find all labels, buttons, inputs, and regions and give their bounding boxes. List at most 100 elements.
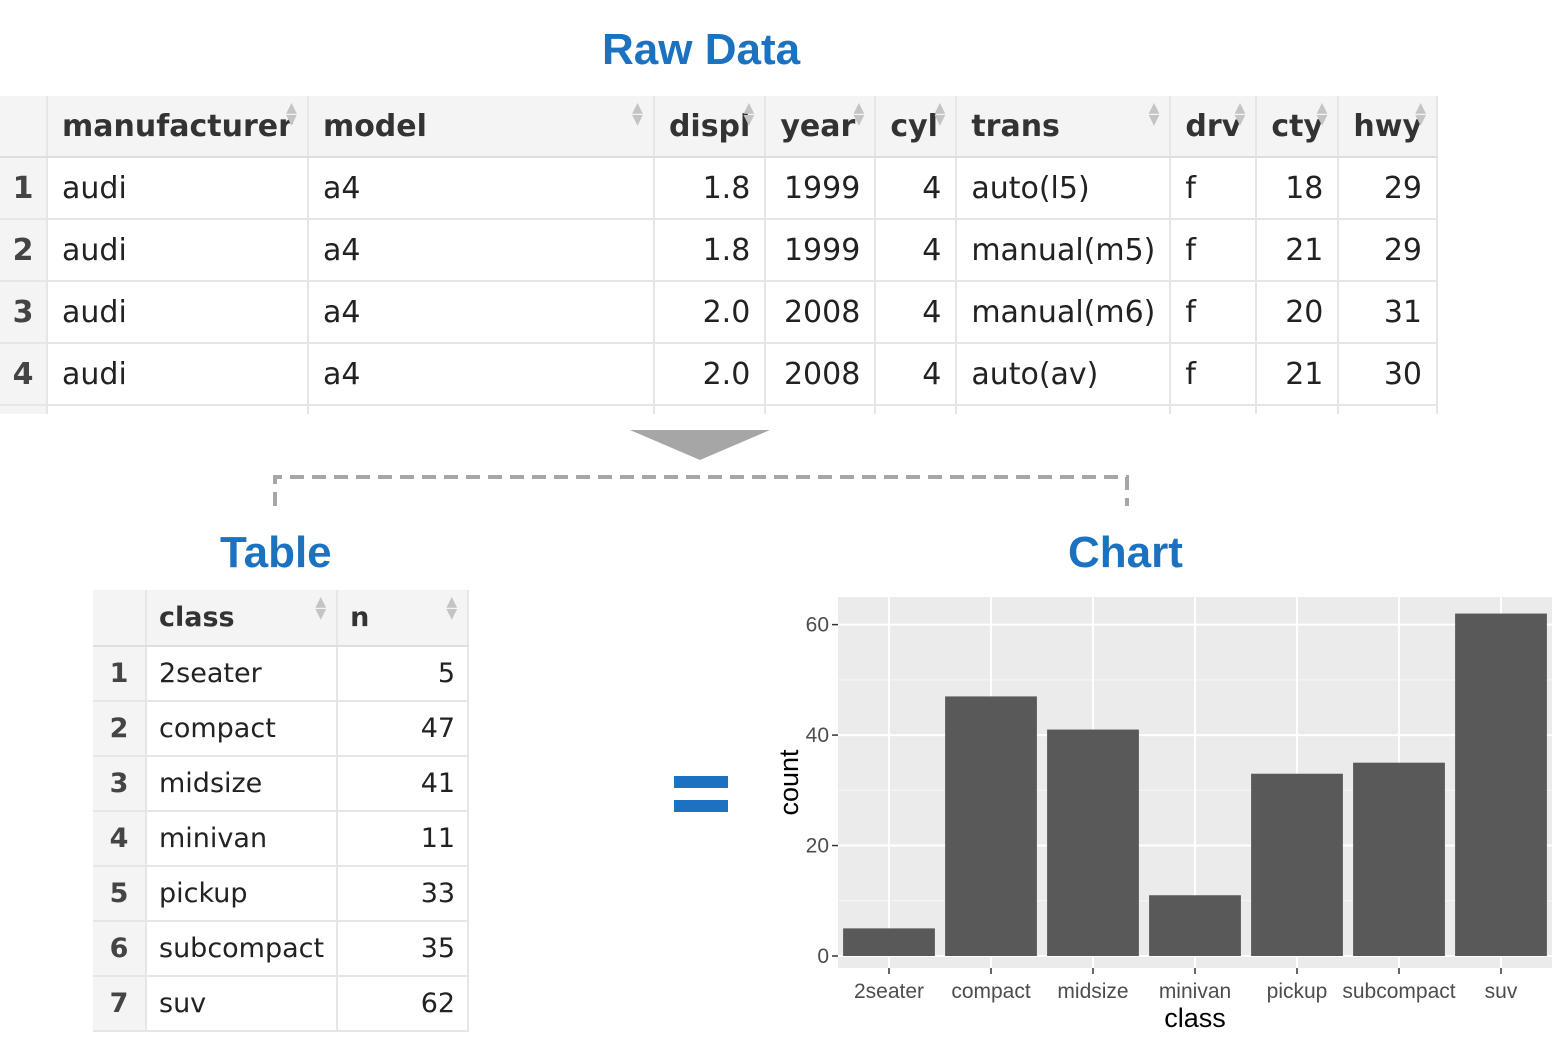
cell-class: 2seater: [146, 646, 339, 702]
x-tick-label: 2seater: [854, 980, 924, 1003]
row-number: 3: [0, 281, 48, 344]
bar-chart: 0 20 40 60 2seater compact midsize minivan picku…: [774, 597, 1552, 1033]
cell-trans: manual(m5): [956, 219, 1172, 282]
bar-midsize: [1047, 729, 1139, 956]
column-header-trans[interactable]: trans ▲ ▼: [956, 96, 1172, 158]
cell-n: 35: [337, 921, 470, 977]
column-header-manufacturer[interactable]: manufacturer ▲ ▼: [47, 96, 309, 158]
cell-hwy: 29: [1338, 219, 1439, 282]
sort-icon[interactable]: ▲ ▼: [1316, 100, 1328, 128]
cell-year: 1999: [765, 219, 877, 282]
cell-class: suv: [146, 976, 339, 1032]
cell-drv: f: [1170, 281, 1258, 344]
cell-trans: auto(av): [956, 343, 1172, 406]
row-number: 1: [93, 646, 147, 702]
row-number-header: [0, 96, 48, 158]
cell-cty: 21: [1256, 343, 1340, 406]
sort-icon[interactable]: ▲ ▼: [315, 594, 327, 622]
cell-class: compact: [146, 701, 339, 757]
x-tick-label: suv: [1485, 980, 1518, 1003]
cell-n: 47: [337, 701, 470, 757]
column-header-n[interactable]: n ▲ ▼: [337, 590, 470, 647]
cell-hwy: 29: [1338, 157, 1439, 220]
x-tick-label: compact: [951, 980, 1031, 1003]
bar-subcompact: [1353, 762, 1445, 956]
table-row: 2 compact 47: [93, 701, 470, 757]
cell-trans: manual(m6): [956, 281, 1172, 344]
x-tick-label: midsize: [1057, 980, 1128, 1003]
cell-cyl: 4: [875, 219, 958, 282]
table-row-truncated: [0, 405, 1439, 414]
column-header-hwy[interactable]: hwy ▲ ▼: [1338, 96, 1439, 158]
cell-cyl: 4: [875, 343, 958, 406]
raw-data-table: manufacturer ▲ ▼ model ▲ ▼ displ ▲ ▼ year ▲ ▼ cy…: [0, 96, 1439, 414]
column-header-displ[interactable]: displ ▲ ▼: [653, 96, 767, 158]
bar-minivan: [1149, 895, 1241, 956]
bar-pickup: [1251, 773, 1343, 956]
table-row: 2 audi a4 1.8 1999 4 manual(m5) f 21 29: [0, 219, 1439, 282]
row-number: 4: [0, 343, 48, 406]
sort-icon[interactable]: ▲ ▼: [1234, 100, 1246, 128]
cell-n: 33: [337, 866, 470, 922]
row-number: 3: [93, 756, 147, 812]
chart-title: Chart: [1068, 528, 1183, 577]
table-row: 3 midsize 41: [93, 756, 470, 812]
sort-icon[interactable]: ▲ ▼: [286, 100, 297, 128]
cell-displ: 1.8: [653, 219, 767, 282]
cell-n: 62: [337, 976, 470, 1032]
dashed-bracket: [273, 475, 1129, 506]
summary-header-row: class ▲ ▼ n ▲ ▼: [93, 590, 470, 647]
table-row: 1 2seater 5: [93, 646, 470, 702]
cell-hwy: 30: [1338, 343, 1439, 406]
cell-manufacturer: audi: [47, 219, 309, 282]
sort-icon[interactable]: ▲ ▼: [853, 100, 865, 128]
column-header-cty[interactable]: cty ▲ ▼: [1256, 96, 1340, 158]
cell-drv: f: [1170, 219, 1258, 282]
summary-table: class ▲ ▼ n ▲ ▼ 1 2seater 5 2 compact 47 3 midsiz…: [93, 590, 470, 1032]
equals-sign-bottom: [674, 800, 728, 812]
column-header-model[interactable]: model ▲ ▼: [307, 96, 655, 158]
sort-icon[interactable]: ▲ ▼: [446, 594, 458, 622]
row-number: 4: [93, 811, 147, 867]
sort-icon[interactable]: ▲ ▼: [632, 100, 643, 128]
cell-cyl: 4: [875, 281, 958, 344]
cell-displ: 2.0: [653, 281, 767, 344]
cell-cty: 18: [1256, 157, 1340, 220]
column-header-drv[interactable]: drv ▲ ▼: [1170, 96, 1258, 158]
sort-icon[interactable]: ▲ ▼: [934, 100, 946, 128]
y-tick-label: 20: [806, 835, 829, 858]
table-row: 6 subcompact 35: [93, 921, 470, 977]
column-header-class[interactable]: class ▲ ▼: [146, 590, 339, 647]
table-row: 7 suv 62: [93, 976, 470, 1032]
cell-manufacturer: audi: [47, 343, 309, 406]
table-row: 4 audi a4 2.0 2008 4 auto(av) f 21 30: [0, 343, 1439, 406]
flow-connector: [273, 430, 1129, 506]
bar-2seater: [843, 928, 935, 956]
table-row: 1 audi a4 1.8 1999 4 auto(l5) f 18 29: [0, 157, 1439, 220]
down-arrow-icon: [630, 430, 770, 460]
x-tick-label: subcompact: [1342, 980, 1455, 1003]
equals-sign-top: [674, 776, 728, 788]
cell-year: 2008: [765, 281, 877, 344]
cell-cyl: 4: [875, 157, 958, 220]
sort-icon[interactable]: ▲ ▼: [1148, 100, 1160, 128]
cell-hwy: 31: [1338, 281, 1439, 344]
row-number: 7: [93, 976, 147, 1032]
cell-year: 1999: [765, 157, 877, 220]
column-header-year[interactable]: year ▲ ▼: [765, 96, 877, 158]
table-title: Table: [220, 528, 332, 577]
cell-trans: auto(l5): [956, 157, 1172, 220]
x-tick-label: minivan: [1159, 980, 1231, 1003]
sort-icon[interactable]: ▲ ▼: [743, 100, 755, 128]
row-number-header: [93, 590, 147, 647]
bar-suv: [1455, 613, 1547, 956]
cell-manufacturer: audi: [47, 157, 309, 220]
cell-manufacturer: audi: [47, 281, 309, 344]
sort-icon[interactable]: ▲ ▼: [1415, 100, 1427, 128]
table-row: 3 audi a4 2.0 2008 4 manual(m6) f 20 31: [0, 281, 1439, 344]
cell-cty: 21: [1256, 219, 1340, 282]
column-header-cyl[interactable]: cyl ▲ ▼: [875, 96, 958, 158]
cell-n: 41: [337, 756, 470, 812]
cell-n: 11: [337, 811, 470, 867]
x-axis-label: class: [1164, 1003, 1226, 1033]
